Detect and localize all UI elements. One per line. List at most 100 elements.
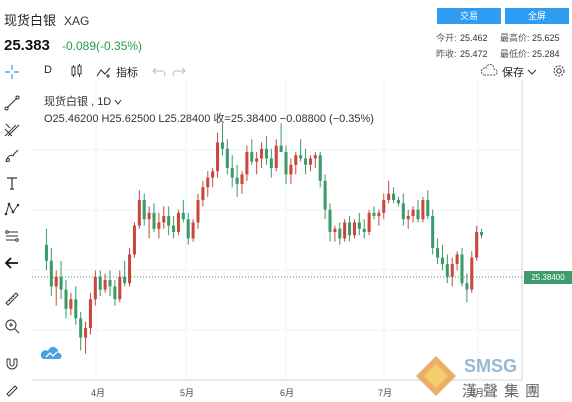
candle-body [167,216,171,226]
candle [367,209,371,236]
svg-text:SMSG: SMSG [464,356,517,376]
pattern-tool[interactable] [0,198,24,220]
chevron-down-icon[interactable] [114,99,122,105]
candle [220,123,224,156]
candle-body [318,155,322,181]
crosshair-icon [5,65,19,79]
open-label: 今开: [436,33,457,43]
legend-ohlc: O25.46200 H25.62500 L25.28400 收=25.38400… [44,113,374,125]
candle [440,244,444,271]
indicators-icon [96,67,111,78]
indicators-button[interactable]: 指标 [96,64,138,80]
candle-body [426,200,430,216]
candle-body [333,228,337,232]
trade-button[interactable]: 交易 [437,8,501,24]
candle [264,136,268,165]
candle [279,123,283,152]
chevron-down-icon [527,69,537,75]
cloud-icon [480,64,498,76]
candle [377,209,381,226]
candle [421,196,425,223]
fib-tool[interactable] [0,118,24,140]
undo-button[interactable] [152,66,166,76]
candle [176,209,180,236]
candle-body [93,276,97,300]
candle-body [74,299,78,319]
legend-title: 现货白银 [44,96,88,108]
prediction-tool[interactable] [0,225,24,247]
fullscreen-button[interactable]: 全屏 [505,8,569,24]
save-button[interactable]: 保存 [502,64,537,80]
candle-body [450,264,454,277]
candle-body [152,212,156,229]
candle-body [284,152,288,175]
tradingview-logo-icon [40,346,62,359]
pattern-icon [4,202,20,216]
candle [211,168,215,188]
candle-body [225,148,229,168]
candle [162,206,166,229]
candle-body [157,222,161,229]
candle-body [392,193,396,200]
candle [93,270,97,306]
candle [294,152,298,175]
brush-tool[interactable] [0,145,24,167]
candle-body [142,200,146,220]
candle-body [84,328,88,338]
indicators-label: 指标 [116,67,138,79]
prediction-icon [5,230,19,242]
candle-body [264,148,268,159]
candle-body [299,155,303,159]
candle [235,164,239,197]
candle [74,286,78,325]
candle [274,139,278,172]
candle-body [245,152,249,175]
last-price: 25.383 [4,37,50,54]
cloud-save-button[interactable] [480,64,498,76]
draw-mode-tool[interactable] [0,378,24,400]
chart-type-button[interactable] [70,64,84,78]
back-button[interactable] [0,252,24,274]
candle-body [328,209,332,232]
candle [201,180,205,207]
candle-body [313,155,317,159]
save-label: 保存 [502,67,524,79]
candle [181,200,185,223]
settings-button[interactable] [552,64,566,78]
candle [44,228,48,271]
candle [54,270,58,306]
legend-interval: 1D [97,96,112,108]
text-tool[interactable] [0,172,24,194]
candle [191,219,195,242]
low-label: 最低价: [500,49,530,59]
ruler-icon [5,292,19,306]
redo-button[interactable] [172,66,186,76]
candle-body [465,283,469,290]
candle [406,209,410,229]
candle [113,280,117,306]
candle [128,248,132,287]
candle [426,190,430,220]
chart-logo [40,346,62,367]
candle-body [421,200,425,220]
candle [450,257,454,287]
candle-body [255,158,259,162]
interval-button[interactable]: D [44,64,52,76]
crosshair-tool[interactable] [4,64,20,80]
trend-line-tool[interactable] [0,92,24,114]
candle [416,200,420,223]
candle [103,273,107,293]
candle-body [480,232,484,236]
candle-body [260,148,264,159]
candle-body [455,254,459,264]
candle [387,180,391,204]
candle-body [323,180,327,210]
zoom-tool[interactable] [0,315,24,337]
candle [401,193,405,226]
ruler-tool[interactable] [0,288,24,310]
candle [69,292,73,316]
candle [436,238,440,264]
candle [480,228,484,239]
magnet-tool[interactable] [0,352,24,374]
